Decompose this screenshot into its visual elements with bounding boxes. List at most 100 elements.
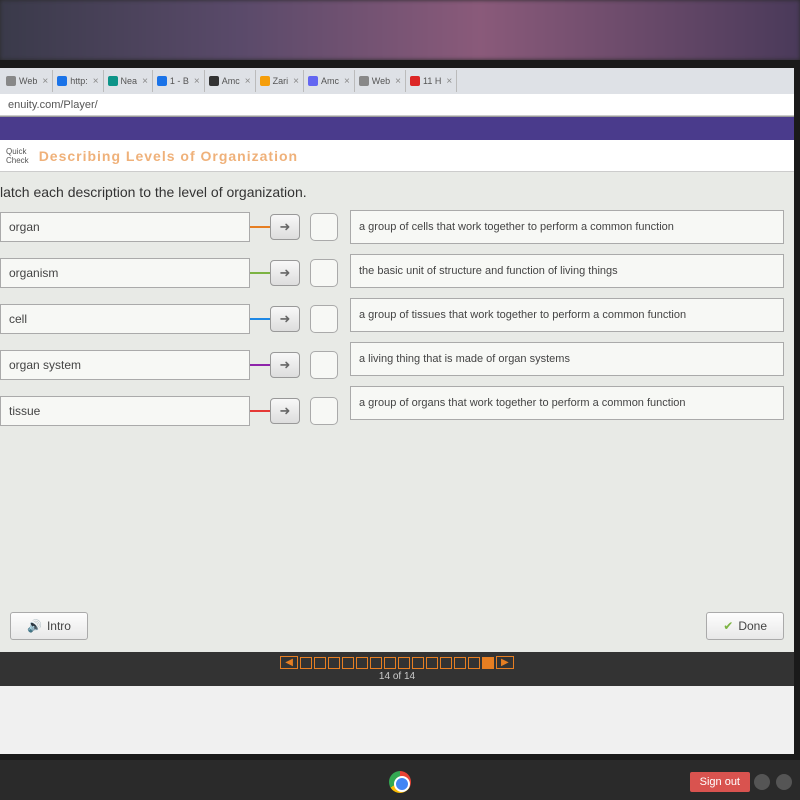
drag-handle[interactable]: ➜ [270,260,300,286]
url-bar[interactable]: enuity.com/Player/ [0,94,794,116]
progress-label: 14 of 14 [379,671,415,682]
close-icon[interactable]: × [344,76,350,87]
next-arrow[interactable]: ▶ [496,656,514,669]
close-icon[interactable]: × [395,76,401,87]
term-box[interactable]: organ [0,212,250,242]
progress-bar: ◀▶ 14 of 14 [0,652,794,686]
browser-tab[interactable]: Amc × [304,70,355,92]
browser-tab[interactable]: http: × [53,70,103,92]
tab-label: http: [70,76,88,86]
close-icon[interactable]: × [194,76,200,87]
done-label: Done [738,619,767,633]
connector-line [250,226,270,228]
tab-favicon [260,76,270,86]
screen: Web×http:×Nea×1 - B×Amc×Zari×Amc×Web×11 … [0,68,794,754]
instruction-text: latch each description to the level of o… [0,180,794,210]
lesson-title: Describing Levels of Organization [39,148,298,164]
close-icon[interactable]: × [245,76,251,87]
progress-square[interactable] [412,657,424,669]
drop-target[interactable] [310,305,338,333]
connector-line [250,318,270,320]
quick-check-line1: Quick [6,147,29,156]
prev-arrow[interactable]: ◀ [280,656,298,669]
progress-square[interactable] [454,657,466,669]
browser-tab[interactable]: 1 - B × [153,70,205,92]
progress-square[interactable] [384,657,396,669]
progress-square[interactable] [398,657,410,669]
check-icon: ✔ [723,619,733,633]
progress-square[interactable] [328,657,340,669]
system-tray [754,774,792,790]
term-box[interactable]: organ system [0,350,250,380]
term-box[interactable]: tissue [0,396,250,426]
tab-label: Web [372,76,390,86]
intro-button[interactable]: 🔊 Intro [10,612,88,640]
progress-square[interactable] [370,657,382,669]
done-button[interactable]: ✔ Done [706,612,784,640]
tab-label: Zari [273,76,289,86]
term-box[interactable]: organism [0,258,250,288]
tab-label: Nea [121,76,138,86]
close-icon[interactable]: × [142,76,148,87]
drop-target[interactable] [310,213,338,241]
title-row: Quick Check Describing Levels of Organiz… [0,140,794,172]
tab-favicon [410,76,420,86]
definition-box: a group of organs that work together to … [350,386,784,420]
progress-squares: ◀▶ [280,656,513,669]
tab-favicon [108,76,118,86]
close-icon[interactable]: × [293,76,299,87]
drop-target[interactable] [310,259,338,287]
browser-tab[interactable]: Nea × [104,70,153,92]
drag-handle[interactable]: ➜ [270,306,300,332]
browser-tab[interactable]: Amc× [205,70,256,92]
terms-column: organ ➜ organism ➜ cell ➜ organ system ➜ tissue ➜ [0,210,300,440]
connector-line [250,410,270,412]
background-photo [0,0,800,60]
progress-square[interactable] [342,657,354,669]
browser-tab[interactable]: Web × [355,70,406,92]
quick-check-label: Quick Check [6,147,29,165]
tray-icon-1[interactable] [754,774,770,790]
drag-handle[interactable]: ➜ [270,214,300,240]
close-icon[interactable]: × [93,76,99,87]
chrome-icon[interactable] [389,771,411,793]
browser-tab[interactable]: Web × [2,70,53,92]
speaker-icon: 🔊 [27,619,42,633]
definition-box: a group of cells that work together to p… [350,210,784,244]
os-taskbar: Sign out [0,764,800,800]
progress-square[interactable] [300,657,312,669]
tab-label: 11 H [423,76,441,86]
tab-label: Web [19,76,37,86]
signout-button[interactable]: Sign out [690,772,750,792]
tab-label: 1 - B [170,76,189,86]
term-row: organ ➜ [0,210,300,244]
progress-square[interactable] [468,657,480,669]
close-icon[interactable]: × [446,76,452,87]
browser-tab[interactable]: Zari × [256,70,304,92]
tab-favicon [359,76,369,86]
definition-box: the basic unit of structure and function… [350,254,784,288]
laptop-frame: Web×http:×Nea×1 - B×Amc×Zari×Amc×Web×11 … [0,60,800,760]
close-icon[interactable]: × [42,76,48,87]
drag-handle[interactable]: ➜ [270,352,300,378]
drag-handle[interactable]: ➜ [270,398,300,424]
tab-favicon [57,76,67,86]
drop-target[interactable] [310,397,338,425]
progress-square[interactable] [426,657,438,669]
bottom-buttons: 🔊 Intro ✔ Done [10,612,784,640]
progress-square[interactable] [440,657,452,669]
right-column: a group of cells that work together to p… [300,210,784,440]
tab-label: Amc [321,76,339,86]
progress-square[interactable] [356,657,368,669]
term-row: cell ➜ [0,302,300,336]
definition-box: a living thing that is made of organ sys… [350,342,784,376]
drop-target[interactable] [310,351,338,379]
tray-icon-2[interactable] [776,774,792,790]
tab-favicon [157,76,167,86]
url-text: enuity.com/Player/ [8,99,98,111]
progress-square[interactable] [314,657,326,669]
term-box[interactable]: cell [0,304,250,334]
browser-tab[interactable]: 11 H × [406,70,457,92]
progress-square[interactable] [482,657,494,669]
tab-favicon [308,76,318,86]
